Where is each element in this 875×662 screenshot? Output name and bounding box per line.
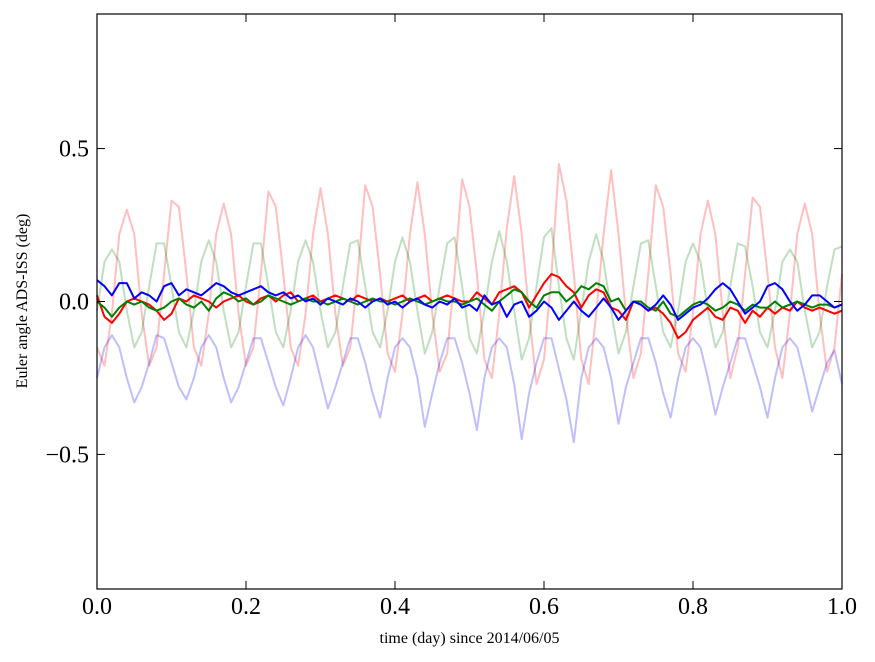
ticks-layer: 0.0 0.2 0.4 0.6 0.8 1.0 0.5 0.0 −0.5 <box>45 14 857 620</box>
series-line-yaw-raw <box>96 334 843 444</box>
y-tick-label: −0.5 <box>45 442 89 468</box>
x-tick-label: 0.8 <box>678 594 708 620</box>
x-tick-label: 0.0 <box>82 594 112 620</box>
y-axis-label: Euler angle ADS-ISS (deg) <box>14 214 31 389</box>
series-line-pitch-raw <box>96 227 843 361</box>
y-tick-label: 0.5 <box>59 137 89 163</box>
series-line-yaw <box>96 279 843 321</box>
x-axis-label: time (day) since 2014/06/05 <box>380 630 560 647</box>
x-tick-label: 0.6 <box>529 594 559 620</box>
x-tick-label: 1.0 <box>827 594 857 620</box>
x-tick-label: 0.2 <box>231 594 261 620</box>
x-tick-label: 0.4 <box>380 594 410 620</box>
series-line-roll-raw <box>96 162 843 386</box>
series-layer <box>96 162 843 444</box>
y-tick-label: 0.0 <box>59 290 89 316</box>
series-line-pitch <box>96 282 843 318</box>
